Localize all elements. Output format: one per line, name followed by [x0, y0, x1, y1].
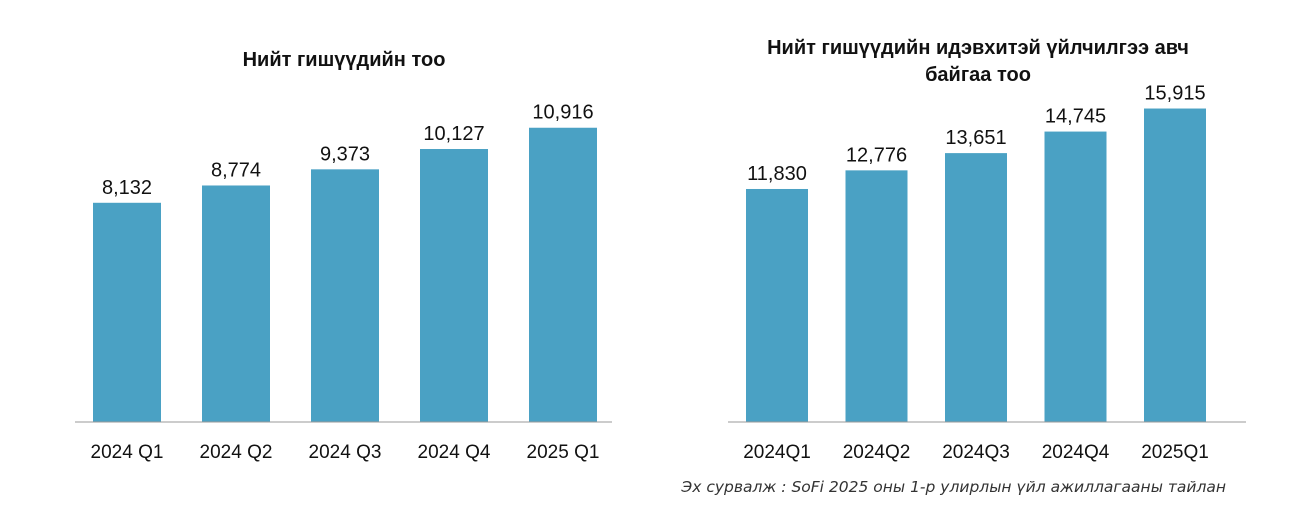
chart1-tick-label: 2024 Q1	[91, 442, 164, 463]
chart1-data-label: 8,774	[211, 159, 261, 181]
chart2-bar	[845, 170, 908, 422]
chart1-data-label: 10,127	[423, 123, 484, 145]
chart2-tick-label: 2024Q4	[1042, 442, 1110, 463]
chart2-title-line-1: Нийт гишүүдийн идэвхитэй үйлчилгээ авч	[767, 37, 1189, 59]
chart1-tick-label: 2025 Q1	[527, 442, 600, 463]
chart2-data-label: 12,776	[846, 144, 907, 166]
chart1-bar	[529, 127, 597, 422]
chart2-tick-label: 2024Q3	[942, 442, 1010, 463]
chart2-bar	[746, 188, 808, 422]
chart2-bar	[945, 153, 1007, 422]
chart1-bar	[93, 202, 161, 422]
chart1-bar	[311, 169, 379, 422]
chart2-tick-label: 2025Q1	[1141, 442, 1209, 463]
chart2-tick-label: 2024Q2	[843, 442, 911, 463]
chart1-data-label: 10,916	[532, 102, 593, 124]
chart2-bar	[1044, 131, 1107, 422]
chart2-data-label: 15,915	[1144, 83, 1205, 105]
chart1-title: Нийт гишүүдийн тоо	[243, 49, 446, 71]
chart1-data-label: 8,132	[102, 177, 152, 199]
chart2-data-label: 13,651	[945, 127, 1006, 149]
chart1-tick-label: 2024 Q4	[418, 442, 491, 463]
chart2-title-line-2: байгаа тоо	[925, 64, 1031, 86]
chart2-tick-label: 2024Q1	[743, 442, 811, 463]
chart1-data-label: 9,373	[320, 143, 370, 165]
source-note: Эх сурвалж : SoFi 2025 оны 1-р улирлын ү…	[681, 478, 1226, 496]
chart2-bar	[1144, 108, 1206, 422]
chart1-tick-label: 2024 Q2	[200, 442, 273, 463]
chart1-bar	[202, 185, 270, 422]
chart1-tick-label: 2024 Q3	[309, 442, 382, 463]
chart1-bar	[420, 149, 488, 423]
chart2-data-label: 14,745	[1045, 106, 1106, 128]
chart2-data-label: 11,830	[747, 163, 807, 185]
